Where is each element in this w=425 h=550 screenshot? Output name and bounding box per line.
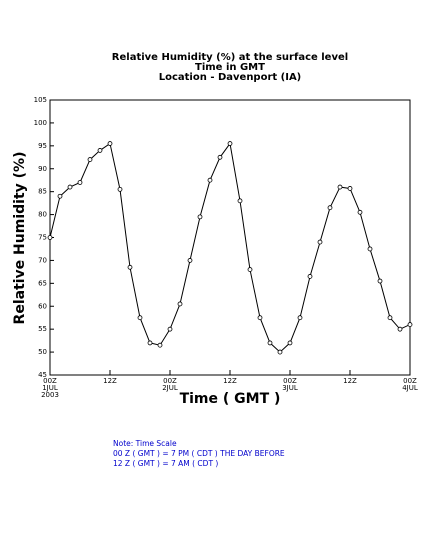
y-tick-label: 60: [38, 302, 47, 310]
x-date-label: 4JUL: [402, 384, 418, 392]
x-tick-label: 00Z: [43, 377, 57, 385]
data-point: [327, 205, 333, 211]
data-point: [147, 340, 153, 346]
data-point: [177, 301, 183, 307]
y-tick-label: 105: [34, 96, 47, 104]
data-point: [137, 315, 143, 321]
note: 00 Z ( GMT ) = 7 PM ( CDT ) THE DAY BEFO…: [113, 449, 285, 458]
data-point: [257, 315, 263, 321]
data-point: [407, 322, 413, 327]
data-point: [267, 340, 273, 346]
data-point: [237, 198, 243, 204]
data-point: [307, 274, 313, 279]
y-tick-label: 75: [38, 234, 47, 242]
data-point: [107, 141, 113, 146]
y-tick-label: 100: [34, 119, 47, 127]
chart-subtitle: Location - Davenport (IA): [159, 72, 302, 83]
x-tick-label: 12Z: [103, 377, 117, 385]
data-point: [397, 326, 403, 332]
chart-subtitle: Time in GMT: [195, 62, 265, 73]
y-tick-label: 70: [38, 256, 47, 264]
data-point: [277, 349, 283, 355]
y-tick-label: 80: [38, 211, 47, 219]
x-date-label: 2JUL: [162, 384, 178, 392]
data-point: [207, 177, 213, 183]
data-point: [357, 209, 363, 215]
data-point: [287, 340, 293, 346]
chart-title: Relative Humidity (%) at the surface lev…: [112, 52, 348, 63]
y-tick-label: 55: [38, 325, 47, 333]
y-axis-label: Relative Humidity (%): [12, 152, 28, 325]
x-year-label: 2003: [41, 391, 59, 399]
data-point: [127, 264, 133, 270]
x-date-label: 1JUL: [42, 384, 58, 392]
x-tick-label: 12Z: [223, 377, 237, 385]
y-tick-label: 65: [38, 279, 47, 287]
data-point: [57, 193, 63, 199]
data-point: [87, 157, 93, 162]
y-tick-label: 50: [38, 348, 47, 356]
data-point: [77, 180, 83, 185]
data-point: [387, 315, 393, 321]
x-tick-label: 00Z: [283, 377, 297, 385]
data-point: [47, 235, 53, 240]
data-point: [187, 258, 193, 263]
x-tick-label: 12Z: [343, 377, 357, 385]
data-point: [117, 186, 123, 192]
data-point: [337, 184, 343, 190]
data-point: [317, 239, 323, 245]
x-axis-label: Time ( GMT ): [180, 391, 281, 407]
y-tick-label: 45: [38, 371, 47, 379]
note: Note: Time Scale: [113, 439, 177, 448]
data-point: [157, 342, 163, 348]
data-point: [227, 141, 233, 146]
data-point: [247, 267, 253, 272]
data-point: [67, 184, 73, 190]
y-tick-label: 95: [38, 142, 47, 150]
data-point: [197, 214, 203, 220]
data-point: [297, 315, 303, 321]
data-point: [347, 186, 353, 191]
y-tick-label: 85: [38, 188, 47, 196]
note: 12 Z ( GMT ) = 7 AM ( CDT ): [113, 459, 218, 468]
data-point: [167, 326, 173, 332]
data-line: [49, 142, 411, 353]
y-tick-label: 90: [38, 165, 47, 173]
data-point: [377, 278, 383, 284]
data-point: [367, 246, 373, 252]
data-point: [217, 154, 223, 160]
x-tick-label: 00Z: [403, 377, 417, 385]
x-date-label: 3JUL: [282, 384, 298, 392]
data-point: [97, 148, 103, 153]
x-tick-label: 00Z: [163, 377, 177, 385]
